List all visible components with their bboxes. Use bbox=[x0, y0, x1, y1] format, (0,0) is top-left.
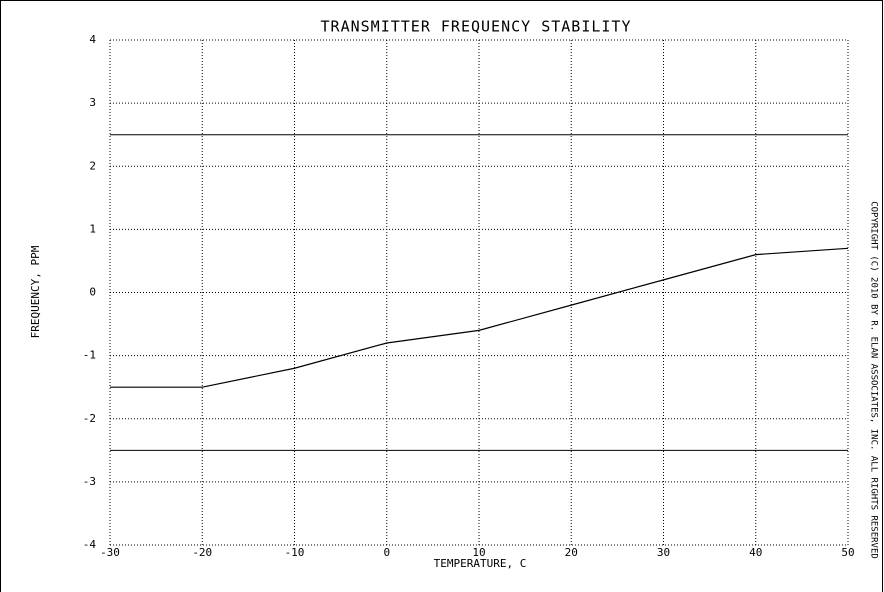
y-tick-label: -3 bbox=[83, 475, 96, 488]
y-tick-label: -2 bbox=[83, 412, 96, 425]
x-tick-label: 40 bbox=[749, 546, 762, 559]
x-tick-label: -20 bbox=[192, 546, 212, 559]
x-tick-label: -10 bbox=[285, 546, 305, 559]
y-tick-label: 1 bbox=[89, 222, 96, 235]
y-tick-label: -4 bbox=[83, 538, 97, 551]
x-tick-label: 30 bbox=[657, 546, 670, 559]
x-tick-label: 20 bbox=[565, 546, 578, 559]
x-tick-label: 0 bbox=[383, 546, 390, 559]
data-line bbox=[110, 247, 849, 388]
y-tick-label: 0 bbox=[89, 286, 96, 299]
x-axis-label: TEMPERATURE, C bbox=[434, 557, 527, 570]
y-axis-label: FREQUENCY, PPM bbox=[29, 245, 42, 338]
y-tick-label: -1 bbox=[83, 349, 96, 362]
y-tick-label: 3 bbox=[89, 96, 96, 109]
copyright: COPYRIGHT (C) 2010 BY R. ELAN ASSOCIATES… bbox=[869, 201, 879, 559]
y-tick-label: 2 bbox=[89, 159, 96, 172]
y-tick-label: 4 bbox=[89, 33, 96, 46]
x-tick-label: 50 bbox=[841, 546, 854, 559]
chart-title: TRANSMITTER FREQUENCY STABILITY bbox=[321, 18, 632, 36]
x-tick-label: 10 bbox=[472, 546, 485, 559]
x-tick-label: -30 bbox=[100, 546, 120, 559]
